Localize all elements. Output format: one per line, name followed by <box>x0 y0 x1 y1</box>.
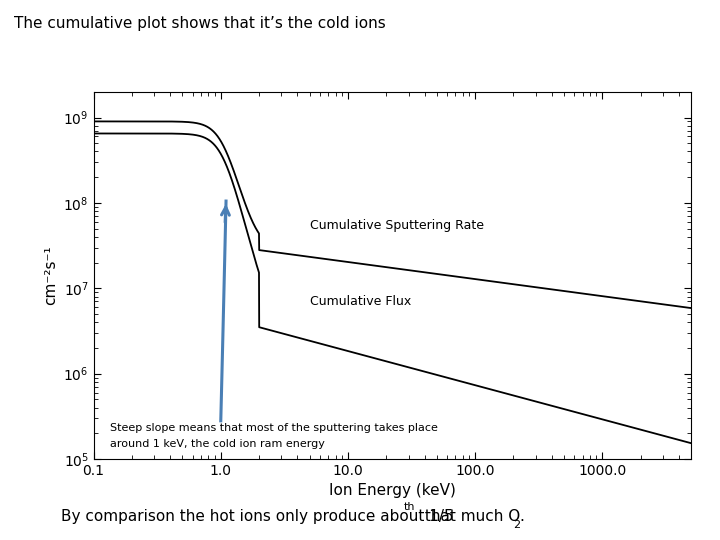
Text: .: . <box>520 509 525 524</box>
X-axis label: Ion Energy (keV): Ion Energy (keV) <box>329 483 456 498</box>
Text: By comparison the hot ions only produce about 1/5: By comparison the hot ions only produce … <box>61 509 454 524</box>
Text: that much O: that much O <box>420 509 521 524</box>
Text: Cumulative Flux: Cumulative Flux <box>310 295 411 308</box>
Text: Cumulative Sputtering Rate: Cumulative Sputtering Rate <box>310 219 484 232</box>
Text: 2: 2 <box>513 520 521 530</box>
Text: th: th <box>404 502 415 512</box>
Text: The cumulative plot shows that it’s the cold ions: The cumulative plot shows that it’s the … <box>14 16 386 31</box>
Y-axis label: cm⁻²s⁻¹: cm⁻²s⁻¹ <box>43 246 58 305</box>
Text: around 1 keV, the cold ion ram energy: around 1 keV, the cold ion ram energy <box>110 439 325 449</box>
Text: Steep slope means that most of the sputtering takes place: Steep slope means that most of the sputt… <box>110 423 438 433</box>
